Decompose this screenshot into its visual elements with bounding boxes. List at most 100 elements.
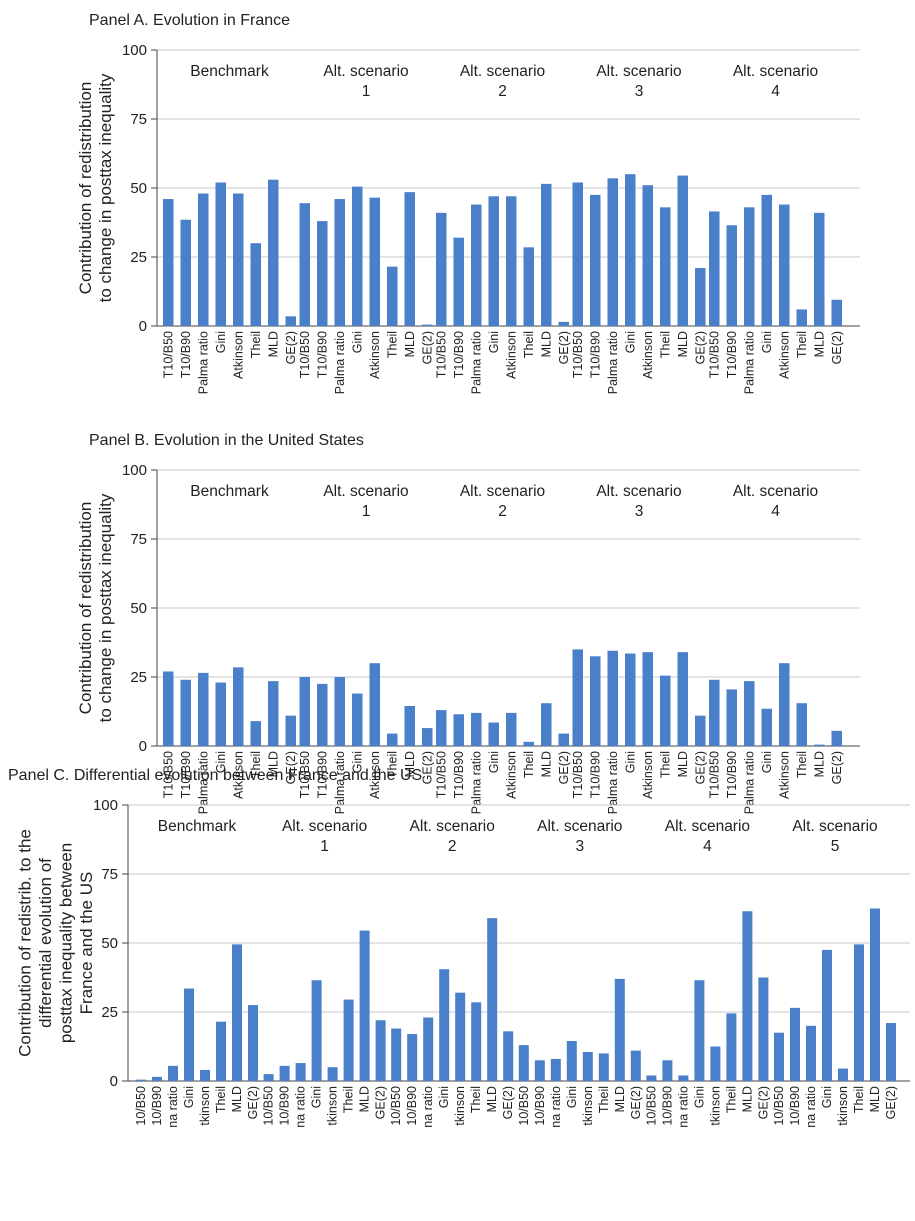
bar: [369, 197, 380, 326]
x-tick-label: Gini: [692, 1086, 706, 1108]
group-label: 4: [771, 83, 780, 100]
y-tick-label: 75: [130, 111, 147, 128]
bar: [558, 733, 569, 746]
group-label: 2: [498, 83, 507, 100]
x-tick-label: T10/B90: [725, 331, 739, 378]
bar: [550, 1058, 561, 1081]
x-tick-label: Gini: [350, 751, 364, 773]
bar: [295, 1063, 306, 1081]
x-tick-label: MLD: [812, 331, 826, 357]
x-tick-label: Theil: [522, 751, 536, 778]
bar-group: Benchmark T10/B50 T10/B90 Palma ratio Gini At…: [161, 483, 298, 814]
x-tick-label: Palma ratio: [333, 331, 347, 394]
group-label: Alt. scenario: [323, 483, 408, 500]
x-tick-label: T10/B50: [434, 751, 448, 798]
bar: [744, 681, 755, 746]
group-label: 1: [362, 83, 371, 100]
y-tick-label: 100: [122, 42, 147, 59]
x-tick-label: Palma ratio: [606, 751, 620, 814]
bar: [387, 733, 398, 746]
x-tick-label: T10/B50: [298, 751, 312, 798]
x-tick-label: Theil: [214, 1086, 228, 1113]
x-tick-label: GE(2): [629, 1086, 643, 1119]
x-tick-label: Theil: [658, 331, 672, 358]
x-tick-label: 10/B50: [262, 1086, 276, 1126]
bar: [710, 1046, 721, 1081]
bar: [744, 207, 755, 326]
bar: [455, 992, 466, 1081]
group-label: Benchmark: [190, 63, 269, 80]
x-tick-label: MLD: [868, 1086, 882, 1112]
bar: [317, 683, 328, 746]
bar: [566, 1040, 577, 1081]
bar: [453, 237, 464, 326]
x-tick-label: tkinson: [326, 1086, 340, 1126]
y-axis-title-line: France and the US: [77, 872, 96, 1015]
panel-b: Panel B. Evolution in the United States 0…: [76, 432, 860, 814]
x-tick-label: Atkinson: [777, 331, 791, 379]
bar: [572, 182, 583, 326]
x-tick-label: GE(2): [557, 331, 571, 364]
bar: [436, 212, 447, 326]
x-tick-label: GE(2): [693, 751, 707, 784]
bar: [487, 918, 498, 1081]
panel-c: Panel C. Differential evolution between …: [8, 767, 910, 1128]
bar: [352, 693, 363, 746]
bar: [695, 715, 706, 746]
x-tick-label: Atkinson: [368, 751, 382, 799]
group-label: Alt. scenario: [792, 818, 877, 835]
x-tick-label: MLD: [266, 751, 280, 777]
bar: [198, 193, 209, 326]
group-label: Alt. scenario: [733, 483, 818, 500]
x-tick-label: GE(2): [374, 1086, 388, 1119]
y-tick-label: 0: [110, 1073, 118, 1090]
x-tick-label: GE(2): [830, 751, 844, 784]
group-label: 2: [498, 503, 507, 520]
panel-title: Panel C. Differential evolution between …: [8, 767, 422, 784]
bar: [774, 1032, 784, 1081]
x-tick-label: Theil: [522, 331, 536, 358]
bar: [299, 203, 310, 326]
x-tick-label: T10/B50: [707, 751, 721, 798]
y-tick-label: 0: [139, 738, 147, 755]
bar: [471, 712, 482, 746]
x-tick-label: T10/B90: [315, 331, 329, 378]
x-tick-label: tkinson: [581, 1086, 595, 1126]
bar: [886, 1023, 896, 1081]
bar: [327, 1067, 338, 1081]
y-axis-title-line: to change in posttax inequality: [96, 73, 115, 302]
bar: [369, 663, 380, 746]
bar: [407, 1034, 418, 1081]
x-tick-label: T10/B90: [588, 751, 602, 798]
x-tick-label: na ratio: [421, 1086, 435, 1128]
group-label: 1: [320, 838, 329, 855]
bar: [590, 194, 601, 326]
bar: [233, 193, 244, 326]
y-tick-label: 50: [130, 600, 147, 617]
bar: [541, 703, 552, 746]
bar: [625, 653, 636, 746]
y-axis-title-line: Contribution of redistribution: [76, 502, 95, 715]
x-tick-label: 10/B90: [405, 1086, 419, 1126]
bar: [423, 1017, 434, 1081]
y-axis-title-line: posttax inequality between: [56, 843, 75, 1043]
bar: [523, 741, 534, 746]
x-tick-label: 10/B90: [533, 1086, 547, 1126]
bar: [678, 1075, 689, 1081]
x-tick-label: 10/B90: [660, 1086, 674, 1126]
bar: [790, 1007, 800, 1081]
group-label: Alt. scenario: [596, 483, 681, 500]
x-tick-label: GE(2): [420, 331, 434, 364]
x-tick-label: tkinson: [198, 1086, 212, 1126]
bar: [359, 930, 370, 1081]
x-tick-label: T10/B90: [725, 751, 739, 798]
x-tick-label: GE(2): [284, 331, 298, 364]
bar: [506, 712, 517, 746]
y-tick-label: 100: [122, 462, 147, 479]
x-tick-label: T10/B90: [315, 751, 329, 798]
x-tick-label: MLD: [539, 331, 553, 357]
group-label: Alt. scenario: [460, 483, 545, 500]
x-tick-label: Gini: [820, 1086, 834, 1108]
bar: [506, 196, 517, 326]
